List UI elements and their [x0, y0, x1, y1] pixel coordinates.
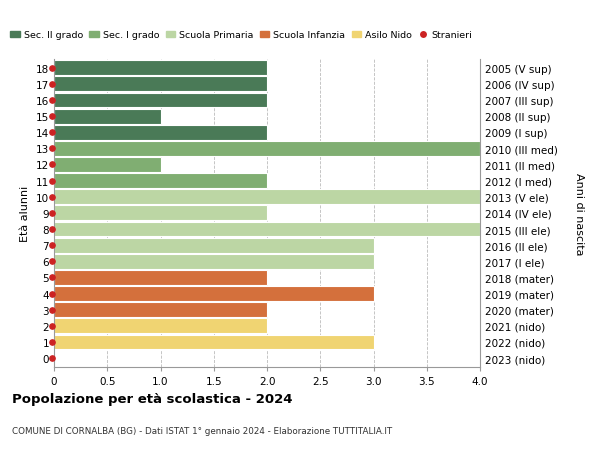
Text: Popolazione per età scolastica - 2024: Popolazione per età scolastica - 2024	[12, 392, 293, 405]
Y-axis label: Età alunni: Età alunni	[20, 185, 31, 241]
Bar	[54, 93, 267, 108]
Bar	[54, 77, 267, 92]
Bar	[54, 222, 480, 237]
Bar	[54, 254, 373, 269]
Bar	[54, 302, 267, 318]
Bar	[54, 174, 267, 189]
Y-axis label: Anni di nascita: Anni di nascita	[574, 172, 584, 255]
Bar	[54, 142, 480, 157]
Bar	[54, 206, 267, 221]
Bar	[54, 319, 267, 334]
Bar	[54, 109, 161, 124]
Bar	[54, 61, 267, 76]
Bar	[54, 190, 480, 205]
Legend: Sec. II grado, Sec. I grado, Scuola Primaria, Scuola Infanzia, Asilo Nido, Stran: Sec. II grado, Sec. I grado, Scuola Prim…	[7, 28, 476, 44]
Bar	[54, 158, 161, 173]
Bar	[54, 238, 373, 253]
Bar	[54, 286, 373, 302]
Bar	[54, 270, 267, 285]
Bar	[54, 125, 267, 140]
Text: COMUNE DI CORNALBA (BG) - Dati ISTAT 1° gennaio 2024 - Elaborazione TUTTITALIA.I: COMUNE DI CORNALBA (BG) - Dati ISTAT 1° …	[12, 426, 392, 435]
Bar	[54, 335, 373, 350]
